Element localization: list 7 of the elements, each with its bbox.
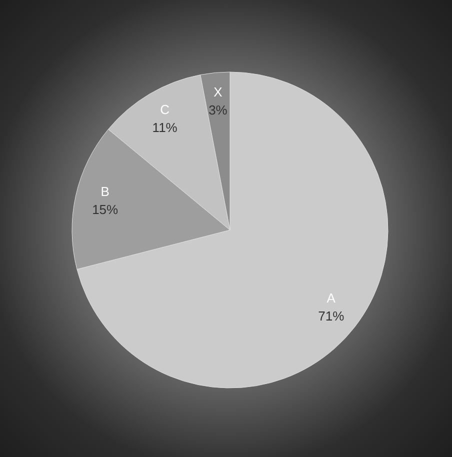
data-label: 3%	[208, 102, 228, 118]
slice-label: X	[214, 84, 223, 100]
slice-label: C	[160, 102, 170, 117]
slice-label: B	[100, 184, 110, 200]
data-label: 11%	[152, 120, 178, 135]
data-label: 15%	[92, 202, 119, 218]
data-label: 71%	[318, 308, 345, 324]
